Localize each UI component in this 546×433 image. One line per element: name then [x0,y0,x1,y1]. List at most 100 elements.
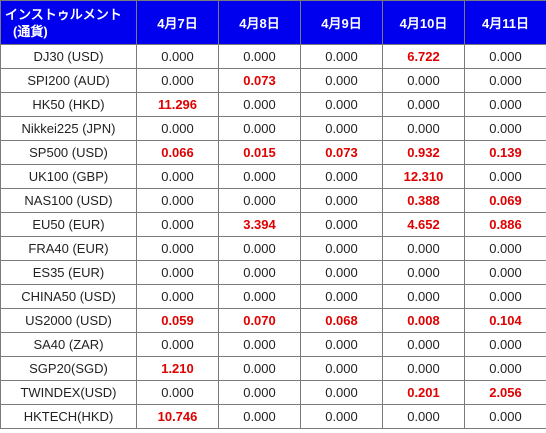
value-cell: 0.000 [136,332,219,357]
table-row: US2000 (USD) 0.059 0.070 0.068 0.008 0.104 [0,308,546,333]
value-cell: 0.000 [464,332,546,357]
instrument-name-cell: HKTECH(HKD) [0,404,137,429]
value-cell: 0.000 [218,284,301,309]
table-body: DJ30 (USD) 0.000 0.000 0.000 6.722 0.000 SPI20… [0,44,546,429]
value-cell: 0.000 [464,404,546,429]
instrument-name-cell: SA40 (ZAR) [0,332,137,357]
value-cell: 0.000 [218,44,301,69]
value-cell: 0.000 [136,284,219,309]
table-row: TWINDEX(USD) 0.000 0.000 0.000 0.201 2.056 [0,380,546,405]
value-cell: 0.000 [300,332,383,357]
table-row: NAS100 (USD) 0.000 0.000 0.000 0.388 0.069 [0,188,546,213]
value-cell: 0.000 [464,68,546,93]
value-cell: 0.000 [218,164,301,189]
value-cell: 0.201 [382,380,465,405]
value-cell: 0.000 [136,44,219,69]
table-row: SA40 (ZAR) 0.000 0.000 0.000 0.000 0.000 [0,332,546,357]
instrument-name-cell: US2000 (USD) [0,308,137,333]
value-cell: 0.000 [382,92,465,117]
table-row: ES35 (EUR) 0.000 0.000 0.000 0.000 0.000 [0,260,546,285]
value-cell: 0.000 [218,92,301,117]
value-cell: 0.000 [218,404,301,429]
value-cell: 0.000 [464,44,546,69]
value-cell: 0.000 [300,44,383,69]
value-cell: 0.000 [136,188,219,213]
value-cell: 0.000 [218,332,301,357]
instrument-name-cell: UK100 (GBP) [0,164,137,189]
table-row: SPI200 (AUD) 0.000 0.073 0.000 0.000 0.000 [0,68,546,93]
instrument-name-cell: SGP20(SGD) [0,356,137,381]
value-cell: 0.000 [218,236,301,261]
value-cell: 0.073 [218,68,301,93]
value-cell: 0.000 [300,188,383,213]
table-row: EU50 (EUR) 0.000 3.394 0.000 4.652 0.886 [0,212,546,237]
value-cell: 0.066 [136,140,219,165]
value-cell: 0.015 [218,140,301,165]
value-cell: 0.000 [300,260,383,285]
instrument-name-cell: CHINA50 (USD) [0,284,137,309]
value-cell: 0.000 [464,164,546,189]
value-cell: 0.000 [136,164,219,189]
value-cell: 0.886 [464,212,546,237]
value-cell: 0.059 [136,308,219,333]
value-cell: 0.388 [382,188,465,213]
value-cell: 0.068 [300,308,383,333]
value-cell: 0.000 [382,260,465,285]
table-row: SP500 (USD) 0.066 0.015 0.073 0.932 0.139 [0,140,546,165]
value-cell: 0.000 [218,380,301,405]
table-row: FRA40 (EUR) 0.000 0.000 0.000 0.000 0.000 [0,236,546,261]
value-cell: 0.069 [464,188,546,213]
value-cell: 0.000 [464,356,546,381]
table-row: Nikkei225 (JPN) 0.000 0.000 0.000 0.000 0.000 [0,116,546,141]
instrument-name-cell: SP500 (USD) [0,140,137,165]
value-cell: 0.000 [300,92,383,117]
instrument-name-cell: SPI200 (AUD) [0,68,137,93]
value-cell: 0.000 [382,332,465,357]
value-cell: 3.394 [218,212,301,237]
date-header: 4月10日 [382,0,465,45]
instrument-header-line2: (通貨) [13,23,48,39]
table-row: SGP20(SGD) 1.210 0.000 0.000 0.000 0.000 [0,356,546,381]
value-cell: 0.000 [300,284,383,309]
value-cell: 0.000 [300,164,383,189]
table-row: HKTECH(HKD) 10.746 0.000 0.000 0.000 0.000 [0,404,546,429]
instrument-name-cell: DJ30 (USD) [0,44,137,69]
value-cell: 0.000 [300,68,383,93]
value-cell: 0.000 [136,68,219,93]
value-cell: 0.000 [382,236,465,261]
value-cell: 12.310 [382,164,465,189]
value-cell: 0.932 [382,140,465,165]
table-row: HK50 (HKD) 11.296 0.000 0.000 0.000 0.000 [0,92,546,117]
value-cell: 0.000 [382,116,465,141]
value-cell: 0.000 [464,92,546,117]
header-row: インストゥルメント (通貨) 4月7日 4月8日 4月9日 4月10日 4月11… [0,0,546,45]
value-cell: 0.139 [464,140,546,165]
value-cell: 0.000 [464,284,546,309]
value-cell: 0.000 [300,380,383,405]
value-cell: 11.296 [136,92,219,117]
value-cell: 0.000 [464,260,546,285]
value-cell: 0.000 [136,116,219,141]
instrument-name-cell: NAS100 (USD) [0,188,137,213]
instrument-name-cell: ES35 (EUR) [0,260,137,285]
date-header: 4月7日 [136,0,219,45]
value-cell: 4.652 [382,212,465,237]
value-cell: 0.000 [136,212,219,237]
value-cell: 0.000 [382,404,465,429]
value-cell: 0.000 [300,212,383,237]
value-cell: 2.056 [464,380,546,405]
instrument-header: インストゥルメント (通貨) [0,0,137,45]
instrument-name-cell: HK50 (HKD) [0,92,137,117]
instrument-name-cell: EU50 (EUR) [0,212,137,237]
value-cell: 0.000 [136,260,219,285]
value-cell: 6.722 [382,44,465,69]
value-cell: 1.210 [136,356,219,381]
value-cell: 0.000 [136,236,219,261]
value-cell: 0.000 [218,116,301,141]
value-cell: 0.070 [218,308,301,333]
table-row: UK100 (GBP) 0.000 0.000 0.000 12.310 0.000 [0,164,546,189]
date-header: 4月8日 [218,0,301,45]
value-cell: 0.000 [218,260,301,285]
value-cell: 0.073 [300,140,383,165]
